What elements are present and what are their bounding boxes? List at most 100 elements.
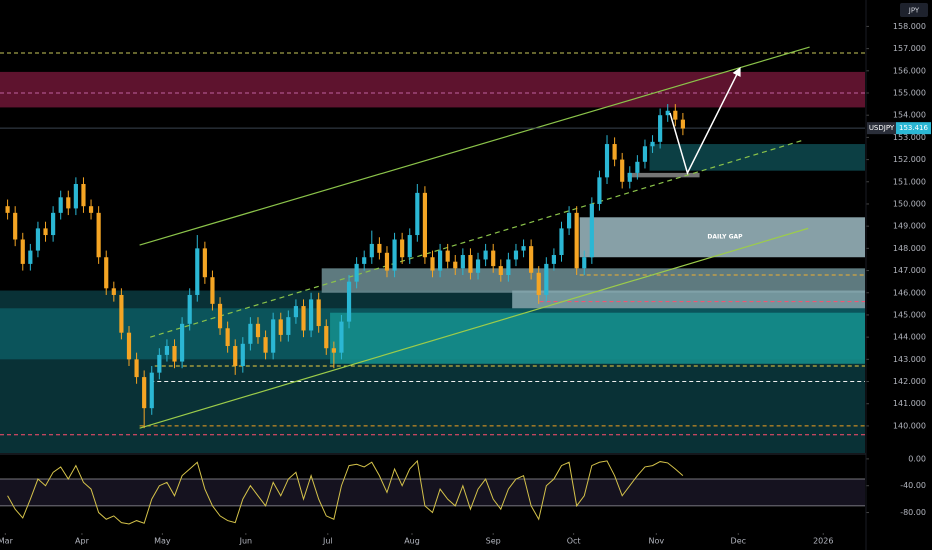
y-tick-label: 156.000 [893,66,926,75]
candle-body [544,263,549,295]
candle-body [66,197,71,209]
osc-tick-label: -80.00 [900,508,926,517]
candle-body [180,323,185,362]
symbol-box [867,122,896,135]
candle-body [445,250,450,262]
candle-body [309,299,314,331]
trendline [139,227,809,429]
y-tick-label: 142.000 [893,377,926,386]
y-tick-label: 145.000 [893,310,926,319]
price-tag-label: 153.416 [899,124,928,132]
candle-body [551,255,556,264]
candle-body [157,354,162,373]
candle-body [392,239,397,271]
candle-body [384,252,390,271]
trendline [150,139,806,338]
candle-body [566,212,572,229]
candle-body [271,319,276,353]
currency-box[interactable] [900,3,928,17]
candle-body [301,306,306,331]
candle-body [642,146,648,162]
candle-body [149,372,154,409]
osc-tick-label: 0.00 [908,454,926,463]
candle-body [400,239,405,258]
x-tick-label: Aug [404,537,420,546]
candle-body [96,212,101,258]
x-tick-label: Apr [75,537,90,546]
candle-body [680,119,685,129]
candle-body [620,159,625,182]
y-tick-label: 147.000 [893,266,926,275]
y-tick-label: 152.000 [893,155,926,164]
candle-body [104,257,109,289]
candle-body [582,257,587,269]
candle-body [142,377,147,409]
candle-body [233,346,238,366]
candle-body [604,144,610,178]
candle-body [73,183,78,209]
y-tick-label: 154.000 [893,111,926,120]
y-tick-label: 141.000 [893,399,926,408]
x-tick-label: Jun [239,537,253,546]
candle-body [589,203,594,258]
y-tick-label: 155.000 [893,88,926,97]
candle-body [217,303,223,329]
candle-body [293,306,299,318]
candle-body [612,144,617,160]
candle-body [51,212,56,236]
x-tick-label: Sep [486,537,501,546]
x-tick-label: May [154,537,171,546]
y-tick-label: 158.000 [893,22,926,31]
zone [330,312,865,364]
candle-body [521,246,526,251]
candle-body [483,250,488,260]
candle-body [498,266,503,275]
osc-tick-label: -40.00 [900,481,926,490]
zone-label: DAILY GAP [707,234,743,241]
candle-body [331,348,336,353]
symbol-label: USDJPY [869,124,895,132]
candle-body [460,255,465,269]
y-tick-label: 149.000 [893,222,926,231]
currency[interactable]: JPY [908,7,920,15]
candle-body [635,161,640,173]
y-tick-label: 144.000 [893,333,926,342]
candle-body [58,197,63,213]
y-tick-label: 153.000 [893,133,926,142]
osc-line [7,459,684,525]
x-tick-label: Mar [0,537,14,546]
zone [649,144,865,171]
candle-body [13,212,18,240]
candle-body [126,332,132,360]
osc-band [0,479,865,506]
y-tick-label: 143.000 [893,355,926,364]
candle-body [339,321,344,353]
candle-body [5,206,10,213]
candle-body [354,263,359,282]
y-tick-label: 140.000 [893,421,926,430]
candle-body [346,281,352,322]
y-tick-label: 157.000 [893,44,926,53]
candle-body [210,277,215,304]
x-tick-label: Dec [731,537,746,546]
candle-body [202,248,207,278]
x-tick-label: Jul [322,537,333,546]
zone [512,290,865,309]
candle-body [491,250,496,267]
x-tick-label: Oct [567,537,581,546]
x-tick-label: 2026 [813,537,833,546]
candle-body [187,294,192,324]
zone [579,217,865,258]
candle-body [164,346,170,355]
candle-body [673,110,678,120]
candle-body [513,250,519,260]
candle-body [324,326,329,349]
candle-body [506,259,511,275]
candle-body [430,257,435,271]
y-tick-label: 150.000 [893,199,926,208]
candle-body [536,272,541,295]
candle-body [43,228,48,236]
candle-body [225,328,230,347]
